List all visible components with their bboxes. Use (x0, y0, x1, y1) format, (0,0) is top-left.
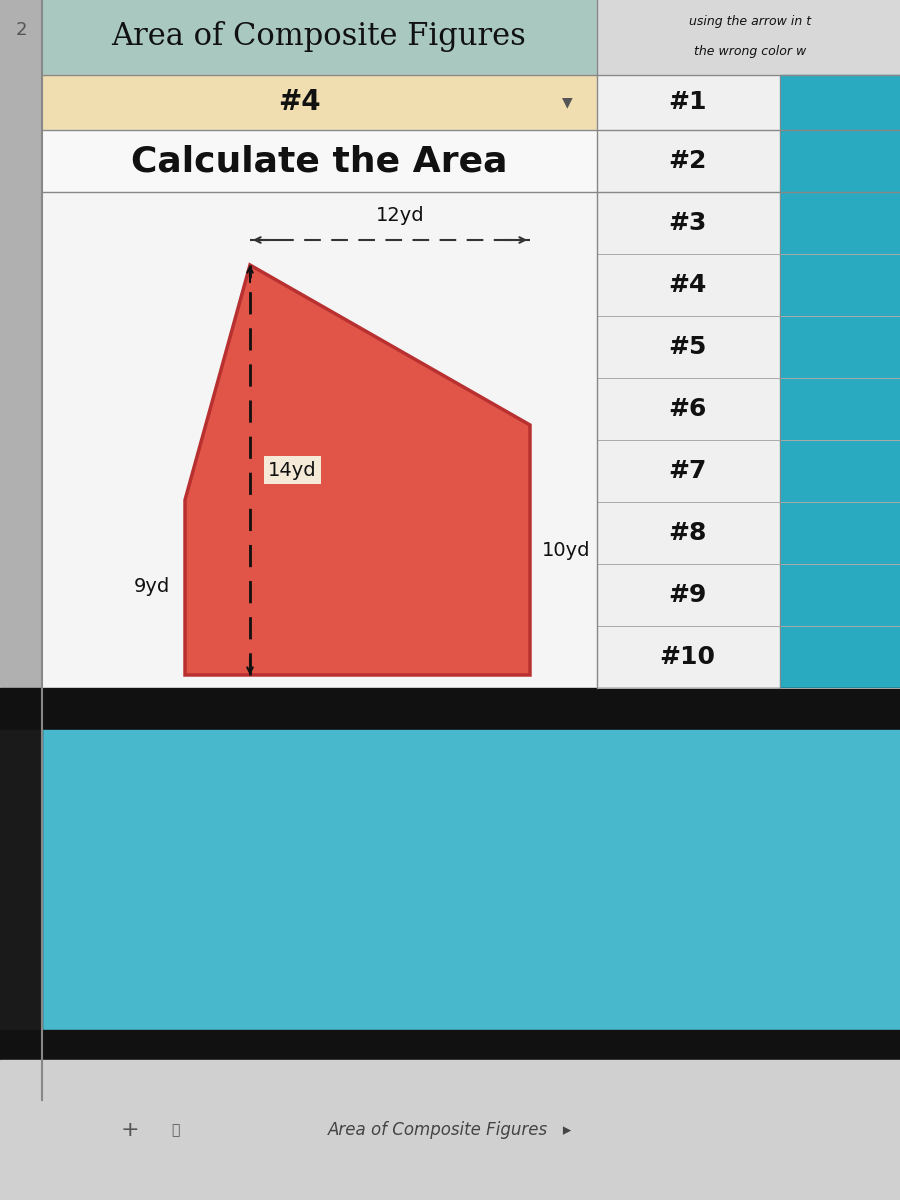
Text: Calculate the Area: Calculate the Area (130, 144, 508, 178)
Bar (0, 1060, 900, 1200)
Text: #10: #10 (659, 646, 715, 670)
Text: ⬛: ⬛ (171, 1123, 179, 1138)
Bar (780, 502, 900, 564)
Text: 14yd: 14yd (268, 461, 317, 480)
Text: 2: 2 (15, 20, 27, 38)
Bar (597, 502, 780, 564)
Bar (0, 0, 42, 1200)
Bar (42, 74, 597, 130)
Bar (597, 316, 780, 378)
Bar (597, 378, 780, 440)
Text: #4: #4 (668, 272, 706, 296)
Bar (597, 130, 780, 192)
Bar (0, 730, 42, 1030)
Text: #7: #7 (668, 458, 706, 482)
Bar (597, 192, 780, 254)
Text: 12yd: 12yd (375, 206, 424, 226)
Bar (0, 688, 900, 730)
Text: 9yd: 9yd (134, 577, 170, 596)
Text: #5: #5 (668, 335, 706, 359)
Text: Area of Composite Figures   ▸: Area of Composite Figures ▸ (328, 1121, 572, 1139)
Text: the wrong color w: the wrong color w (694, 46, 806, 59)
Text: #6: #6 (668, 397, 706, 421)
Bar (42, 730, 900, 1030)
Bar (0, 1030, 900, 1060)
Text: #4: #4 (278, 88, 320, 116)
Text: +: + (121, 1120, 140, 1140)
Bar (597, 440, 780, 502)
Text: #3: #3 (668, 211, 706, 235)
Bar (42, 130, 597, 192)
Bar (597, 0, 900, 74)
Text: #2: #2 (668, 149, 706, 173)
Polygon shape (185, 265, 530, 674)
Bar (780, 74, 900, 130)
Bar (42, 192, 597, 688)
Bar (780, 192, 900, 254)
Bar (780, 316, 900, 378)
Text: Area of Composite Figures: Area of Composite Figures (112, 22, 526, 53)
Text: 10yd: 10yd (542, 540, 590, 559)
Text: #8: #8 (668, 521, 706, 545)
Bar (597, 564, 780, 626)
Bar (780, 564, 900, 626)
Bar (780, 626, 900, 688)
Bar (42, 0, 597, 74)
Bar (597, 254, 780, 316)
Text: using the arrow in t: using the arrow in t (688, 16, 811, 29)
Bar (597, 626, 780, 688)
Bar (780, 254, 900, 316)
Bar (780, 130, 900, 192)
Text: ▼: ▼ (562, 95, 572, 109)
Bar (780, 440, 900, 502)
Text: #1: #1 (668, 90, 706, 114)
Bar (780, 378, 900, 440)
Text: #9: #9 (668, 583, 706, 607)
Text: 16yd: 16yd (333, 703, 382, 722)
Bar (597, 74, 780, 130)
